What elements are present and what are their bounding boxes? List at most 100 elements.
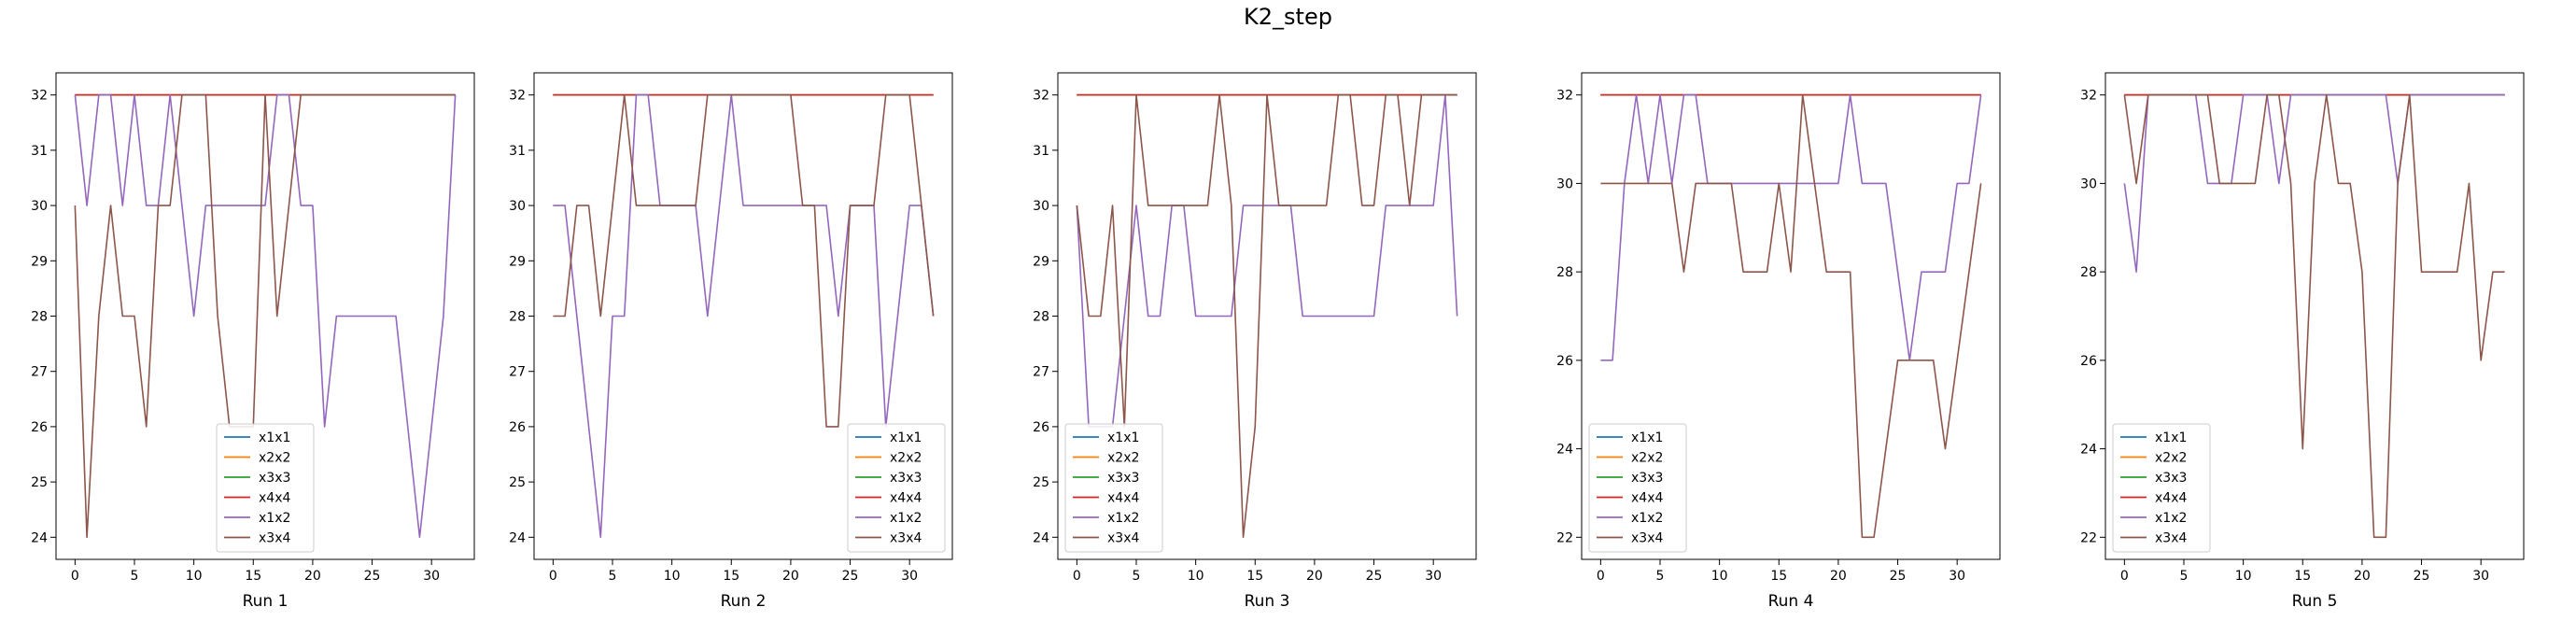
legend-label-x3x3: x3x3: [259, 471, 290, 486]
x-axis-label: Run 1: [243, 592, 289, 611]
legend-label-x3x3: x3x3: [890, 471, 922, 486]
x-tick-label: 5: [609, 569, 617, 584]
y-tick-label: 22: [1556, 530, 1573, 545]
legend-label-x4x4: x4x4: [1631, 491, 1663, 506]
y-tick-label: 24: [2080, 443, 2097, 458]
plot-frame: [1581, 72, 2001, 560]
x-tick-label: 20: [2354, 569, 2371, 584]
x-tick-label: 10: [186, 569, 203, 584]
series-line-x3x4: [2123, 93, 2505, 539]
y-tick-label: 28: [2080, 265, 2097, 280]
series-line-x1x2: [1076, 93, 1458, 428]
legend-label-x1x2: x1x2: [890, 511, 922, 526]
y-tick-label: 26: [509, 420, 526, 435]
x-tick-label: 10: [664, 569, 681, 584]
legend-label-x1x1: x1x1: [259, 430, 290, 445]
x-tick-label: 10: [1188, 569, 1204, 584]
y-tick-label: 28: [1033, 310, 1049, 325]
legend-label-x1x2: x1x2: [259, 511, 290, 526]
legend-label-x4x4: x4x4: [259, 491, 290, 506]
y-tick-label: 29: [1033, 254, 1049, 269]
legend-box: [2112, 423, 2211, 553]
legend-label-x3x4: x3x4: [1107, 531, 1139, 546]
legend: x1x1 x2x2 x3x3 x4x4 x1x2 x3x4: [847, 423, 946, 553]
y-tick-label: 25: [509, 475, 526, 490]
legend-label-x4x4: x4x4: [2155, 491, 2187, 506]
x-tick-label: 30: [2472, 569, 2489, 584]
y-tick-label: 28: [31, 310, 48, 325]
y-tick-label: 30: [1556, 176, 1573, 191]
x-tick-label: 0: [2120, 569, 2129, 584]
y-tick-label: 30: [2080, 176, 2097, 191]
legend: x1x1 x2x2 x3x3 x4x4 x1x2 x3x4: [2112, 423, 2211, 553]
x-tick-label: 0: [1073, 569, 1081, 584]
x-tick-label: 15: [2294, 569, 2311, 584]
y-tick-label: 31: [509, 144, 526, 159]
legend-label-x2x2: x2x2: [259, 451, 290, 466]
x-tick-label: 5: [1656, 569, 1665, 584]
x-tick-label: 25: [1890, 569, 1907, 584]
x-axis-label: Run 2: [721, 592, 767, 611]
x-tick-label: 20: [304, 569, 321, 584]
x-tick-label: 0: [1597, 569, 1605, 584]
legend-label-x1x1: x1x1: [1107, 430, 1139, 445]
x-tick-label: 0: [549, 569, 557, 584]
legend-label-x3x4: x3x4: [2155, 531, 2187, 546]
y-tick-label: 32: [2080, 89, 2097, 104]
y-tick-label: 22: [2080, 530, 2097, 545]
y-tick-label: 27: [31, 365, 48, 380]
y-tick-label: 32: [1556, 89, 1573, 104]
y-tick-label: 27: [509, 365, 526, 380]
x-tick-label: 15: [1770, 569, 1787, 584]
x-tick-label: 25: [2414, 569, 2430, 584]
legend-box: [1588, 423, 1687, 553]
x-tick-label: 20: [1830, 569, 1847, 584]
legend-box: [216, 423, 315, 553]
legend-label-x1x1: x1x1: [2155, 430, 2187, 445]
x-tick-label: 25: [842, 569, 859, 584]
y-tick-label: 26: [31, 420, 48, 435]
y-tick-label: 25: [31, 475, 48, 490]
y-tick-label: 30: [509, 199, 526, 214]
y-tick-label: 24: [1556, 443, 1573, 458]
y-tick-label: 26: [2080, 354, 2097, 369]
x-tick-label: 5: [1133, 569, 1141, 584]
y-tick-label: 24: [509, 530, 526, 545]
y-tick-label: 29: [31, 254, 48, 269]
legend-label-x3x4: x3x4: [890, 531, 922, 546]
x-tick-label: 15: [245, 569, 261, 584]
y-tick-label: 29: [509, 254, 526, 269]
x-tick-label: 25: [364, 569, 381, 584]
x-tick-label: 15: [1246, 569, 1263, 584]
legend-box: [847, 423, 946, 553]
x-tick-label: 10: [2235, 569, 2252, 584]
y-tick-label: 24: [31, 530, 48, 545]
y-tick-label: 28: [509, 310, 526, 325]
x-tick-label: 30: [1425, 569, 1442, 584]
legend-label-x3x3: x3x3: [2155, 471, 2187, 486]
legend-label-x1x2: x1x2: [2155, 511, 2187, 526]
y-tick-label: 26: [1033, 420, 1049, 435]
legend-label-x2x2: x2x2: [1631, 451, 1663, 466]
x-tick-label: 30: [1949, 569, 1965, 584]
x-axis-label: Run 5: [2292, 592, 2338, 611]
legend-label-x4x4: x4x4: [890, 491, 922, 506]
y-tick-label: 32: [31, 89, 48, 104]
series-line-x3x4: [553, 93, 935, 428]
y-tick-label: 27: [1033, 365, 1049, 380]
x-tick-label: 0: [71, 569, 79, 584]
legend-label-x1x1: x1x1: [1631, 430, 1663, 445]
figure-title: K2_step: [1244, 4, 1332, 30]
y-tick-label: 25: [1033, 475, 1049, 490]
series-line-x3x4: [74, 93, 456, 539]
legend-label-x2x2: x2x2: [1107, 451, 1139, 466]
series-line-x3x4: [1600, 93, 1982, 539]
plot-frame: [2104, 72, 2525, 560]
y-tick-label: 28: [1556, 265, 1573, 280]
legend: x1x1 x2x2 x3x3 x4x4 x1x2 x3x4: [1064, 423, 1163, 553]
y-tick-label: 31: [1033, 144, 1049, 159]
